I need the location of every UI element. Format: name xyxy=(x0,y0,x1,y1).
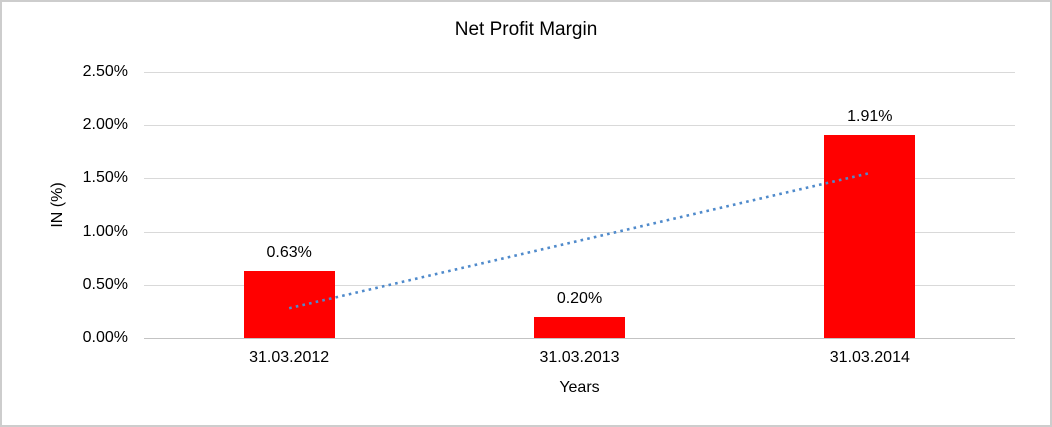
bar xyxy=(243,270,335,338)
y-tick-label: 2.50% xyxy=(82,63,128,80)
x-tick-label: 31.03.2013 xyxy=(539,349,620,366)
x-axis-line xyxy=(144,338,1015,339)
gridline xyxy=(144,284,1015,286)
chart-title: Net Profit Margin xyxy=(454,19,598,40)
gridline xyxy=(144,72,1015,73)
gridline xyxy=(144,231,1015,233)
bar-value-label: 1.91% xyxy=(847,107,893,125)
bar-value-label: 0.63% xyxy=(266,243,312,261)
gridline xyxy=(144,178,1015,180)
plot-area: 0.63% 0.20% 1.91% xyxy=(144,72,1015,339)
y-tick-label: 1.00% xyxy=(82,222,128,240)
bar xyxy=(824,134,916,338)
y-tick-label: 1.50% xyxy=(82,169,128,187)
trendline xyxy=(288,171,871,310)
y-tick-label: 0.00% xyxy=(82,329,128,346)
x-axis-title: Years xyxy=(559,379,600,396)
x-tick-label: 31.03.2012 xyxy=(249,349,330,366)
bar-value-label: 0.20% xyxy=(556,289,603,307)
bar xyxy=(534,316,625,338)
y-tick-label: 0.50% xyxy=(82,275,128,293)
gridline xyxy=(144,125,1015,127)
x-tick-label: 31.03.2014 xyxy=(829,349,910,366)
y-tick-label: 2.00% xyxy=(82,116,128,134)
y-axis-title: IN (%) xyxy=(49,182,66,228)
